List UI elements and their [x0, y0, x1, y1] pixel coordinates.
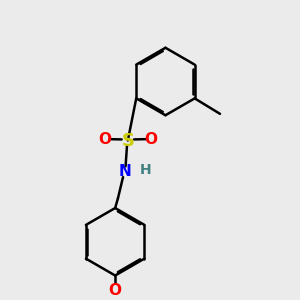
Text: N: N — [118, 164, 131, 179]
Text: S: S — [121, 132, 134, 150]
Text: O: O — [144, 132, 158, 147]
Text: O: O — [98, 132, 111, 147]
Text: H: H — [140, 163, 151, 177]
Text: O: O — [109, 284, 122, 298]
